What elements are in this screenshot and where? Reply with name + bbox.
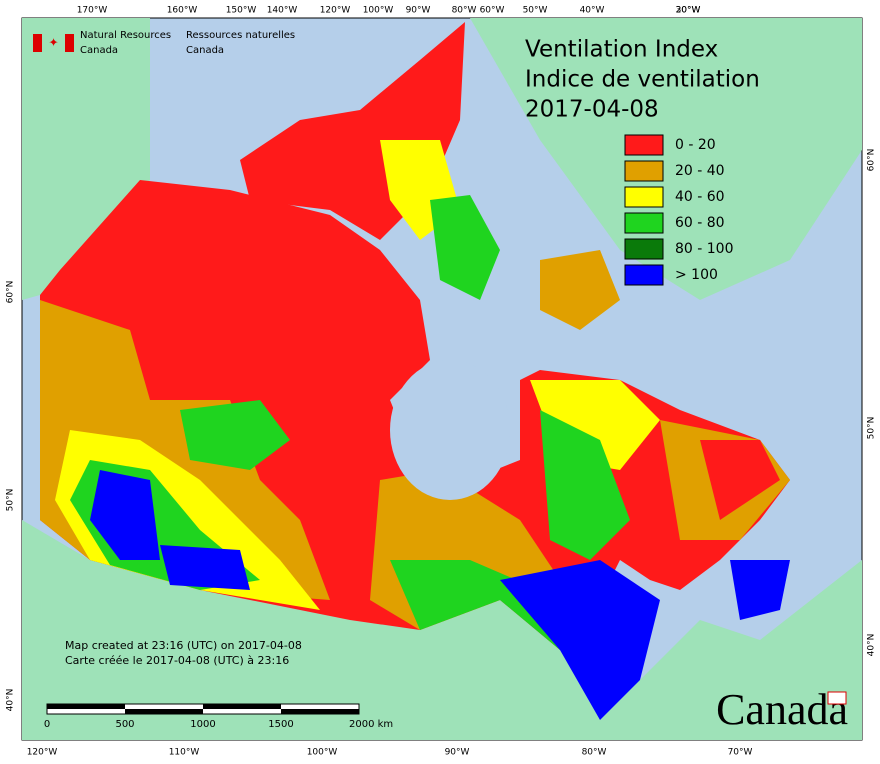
- legend-label: 20 - 40: [675, 163, 725, 179]
- legend-label: > 100: [675, 267, 718, 283]
- title-date: 2017-04-08: [525, 97, 659, 123]
- lon-label: 90°W: [406, 6, 431, 16]
- lon-label: 160°W: [167, 6, 198, 16]
- lon-label: 80°W: [452, 6, 477, 16]
- credit: Map created at 23:16 (UTC) on 2017-04-08: [65, 639, 302, 652]
- lon-label: 100°W: [307, 748, 338, 758]
- logo-text: Ressources naturelles: [186, 30, 295, 41]
- lon-label: 110°W: [169, 748, 200, 758]
- legend-swatch: [624, 186, 664, 208]
- graticule: 170°W 160°W 150°W 140°W 120°W 100°W 90°W 80°W 60…: [6, 6, 877, 758]
- lon-label: 140°W: [267, 6, 298, 16]
- legend-label: 80 - 100: [675, 241, 734, 257]
- lon-label: 120°W: [27, 748, 58, 758]
- lon-label: 70°W: [728, 748, 753, 758]
- scale-labels: 0 500 1000 1500 2000 km: [44, 719, 393, 730]
- scale-label: 0: [44, 719, 50, 730]
- lon-label: 100°W: [363, 6, 394, 16]
- logo-text: Canada: [80, 45, 118, 56]
- legend-label: 40 - 60: [675, 189, 725, 205]
- legend-swatch: [624, 160, 664, 182]
- lon-label: 90°W: [445, 748, 470, 758]
- scale-bar: [46, 703, 360, 715]
- title: Ventilation Index: [525, 37, 718, 63]
- lat-label: 50°N: [6, 489, 16, 512]
- lon-label: 40°W: [580, 6, 605, 16]
- legend-label: 0 - 20: [675, 137, 716, 153]
- lon-label: 20°W: [676, 6, 701, 16]
- legend-swatch: [624, 134, 664, 156]
- legend-swatch: [624, 212, 664, 234]
- scale-label: 2000 km: [349, 719, 393, 730]
- lat-label: 50°N: [867, 417, 877, 440]
- lon-label: 150°W: [226, 6, 257, 16]
- legend: 0 - 20 20 - 40 40 - 60 60 - 80 80 - 100 > 100: [624, 134, 734, 286]
- lon-label: 50°W: [523, 6, 548, 16]
- title: Indice de ventilation: [525, 67, 760, 93]
- svg-text:✦: ✦: [48, 36, 58, 50]
- lat-label: 60°N: [6, 281, 16, 304]
- scale-label: 500: [115, 719, 134, 730]
- logo-text: Canada: [186, 45, 224, 56]
- legend-label: 60 - 80: [675, 215, 725, 231]
- lon-label: 120°W: [320, 6, 351, 16]
- lon-label: 30°W: [676, 6, 701, 16]
- lon-label: 60°W: [480, 6, 505, 16]
- legend-swatch: [624, 264, 664, 286]
- lat-label: 60°N: [867, 149, 877, 172]
- lon-label: 170°W: [77, 6, 108, 16]
- logo-text: Natural Resources: [80, 30, 171, 41]
- lon-label: 80°W: [582, 748, 607, 758]
- lat-label: 40°N: [6, 689, 16, 712]
- logo: ✦ Natural Resources Canada Ressources na…: [33, 30, 295, 56]
- scale-label: 1500: [268, 719, 293, 730]
- credit: Carte créée le 2017-04-08 (UTC) à 23:16: [65, 654, 289, 667]
- lat-label: 40°N: [867, 634, 877, 657]
- wordmark: Canada: [716, 685, 848, 734]
- map-land: [22, 18, 862, 740]
- scale-label: 1000: [190, 719, 215, 730]
- legend-swatch: [624, 238, 664, 260]
